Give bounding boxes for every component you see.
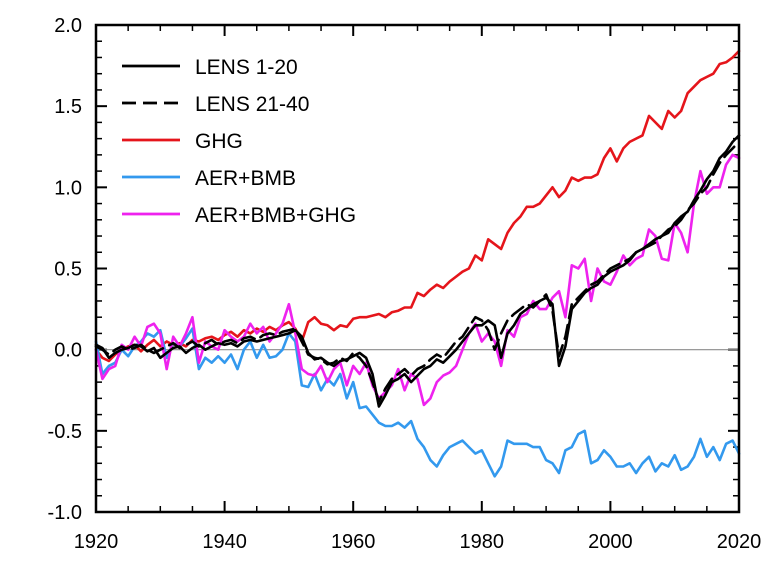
x-tick-label: 2000 (588, 531, 633, 553)
series-line-lens-21-40 (94, 140, 741, 403)
y-tick-label: 0.5 (54, 259, 82, 281)
y-tick-label: 2.0 (54, 15, 82, 37)
x-tick-label: 1920 (74, 531, 119, 553)
y-tick-label: -1.0 (48, 502, 82, 524)
x-tick-label: 1980 (460, 531, 505, 553)
legend-label-lens-1-20: LENS 1-20 (195, 56, 298, 79)
legend: LENS 1-20 LENS 21-40 GHG AER+BMB AER+BMB+GHG (122, 56, 356, 227)
y-tick-label: 1.5 (54, 96, 82, 118)
legend-label-aer-bmb-ghg: AER+BMB+GHG (195, 204, 356, 227)
series-line-aer-bmb (94, 327, 741, 478)
series-lines (94, 49, 741, 478)
y-tick-label: 1.0 (54, 177, 82, 199)
y-tick-label: 0.0 (54, 340, 82, 362)
series-line-lens-1-20 (94, 134, 741, 408)
legend-label-lens-21-40: LENS 21-40 (195, 93, 309, 116)
x-tick-label: 1960 (331, 531, 376, 553)
axis-tick-labels: 1920 1940 1960 1980 2000 2020 -1.0 -0.5 0.0 0.5 1.… (48, 15, 762, 553)
x-tick-label: 2020 (717, 531, 762, 553)
legend-label-aer-bmb: AER+BMB (195, 167, 296, 190)
plot-frame (94, 23, 741, 514)
x-tick-label: 1940 (202, 531, 247, 553)
legend-label-ghg: GHG (195, 130, 243, 153)
series-line-ghg (94, 49, 741, 363)
y-tick-label: -0.5 (48, 421, 82, 443)
series-line-aer-bmb-ghg (94, 153, 741, 407)
